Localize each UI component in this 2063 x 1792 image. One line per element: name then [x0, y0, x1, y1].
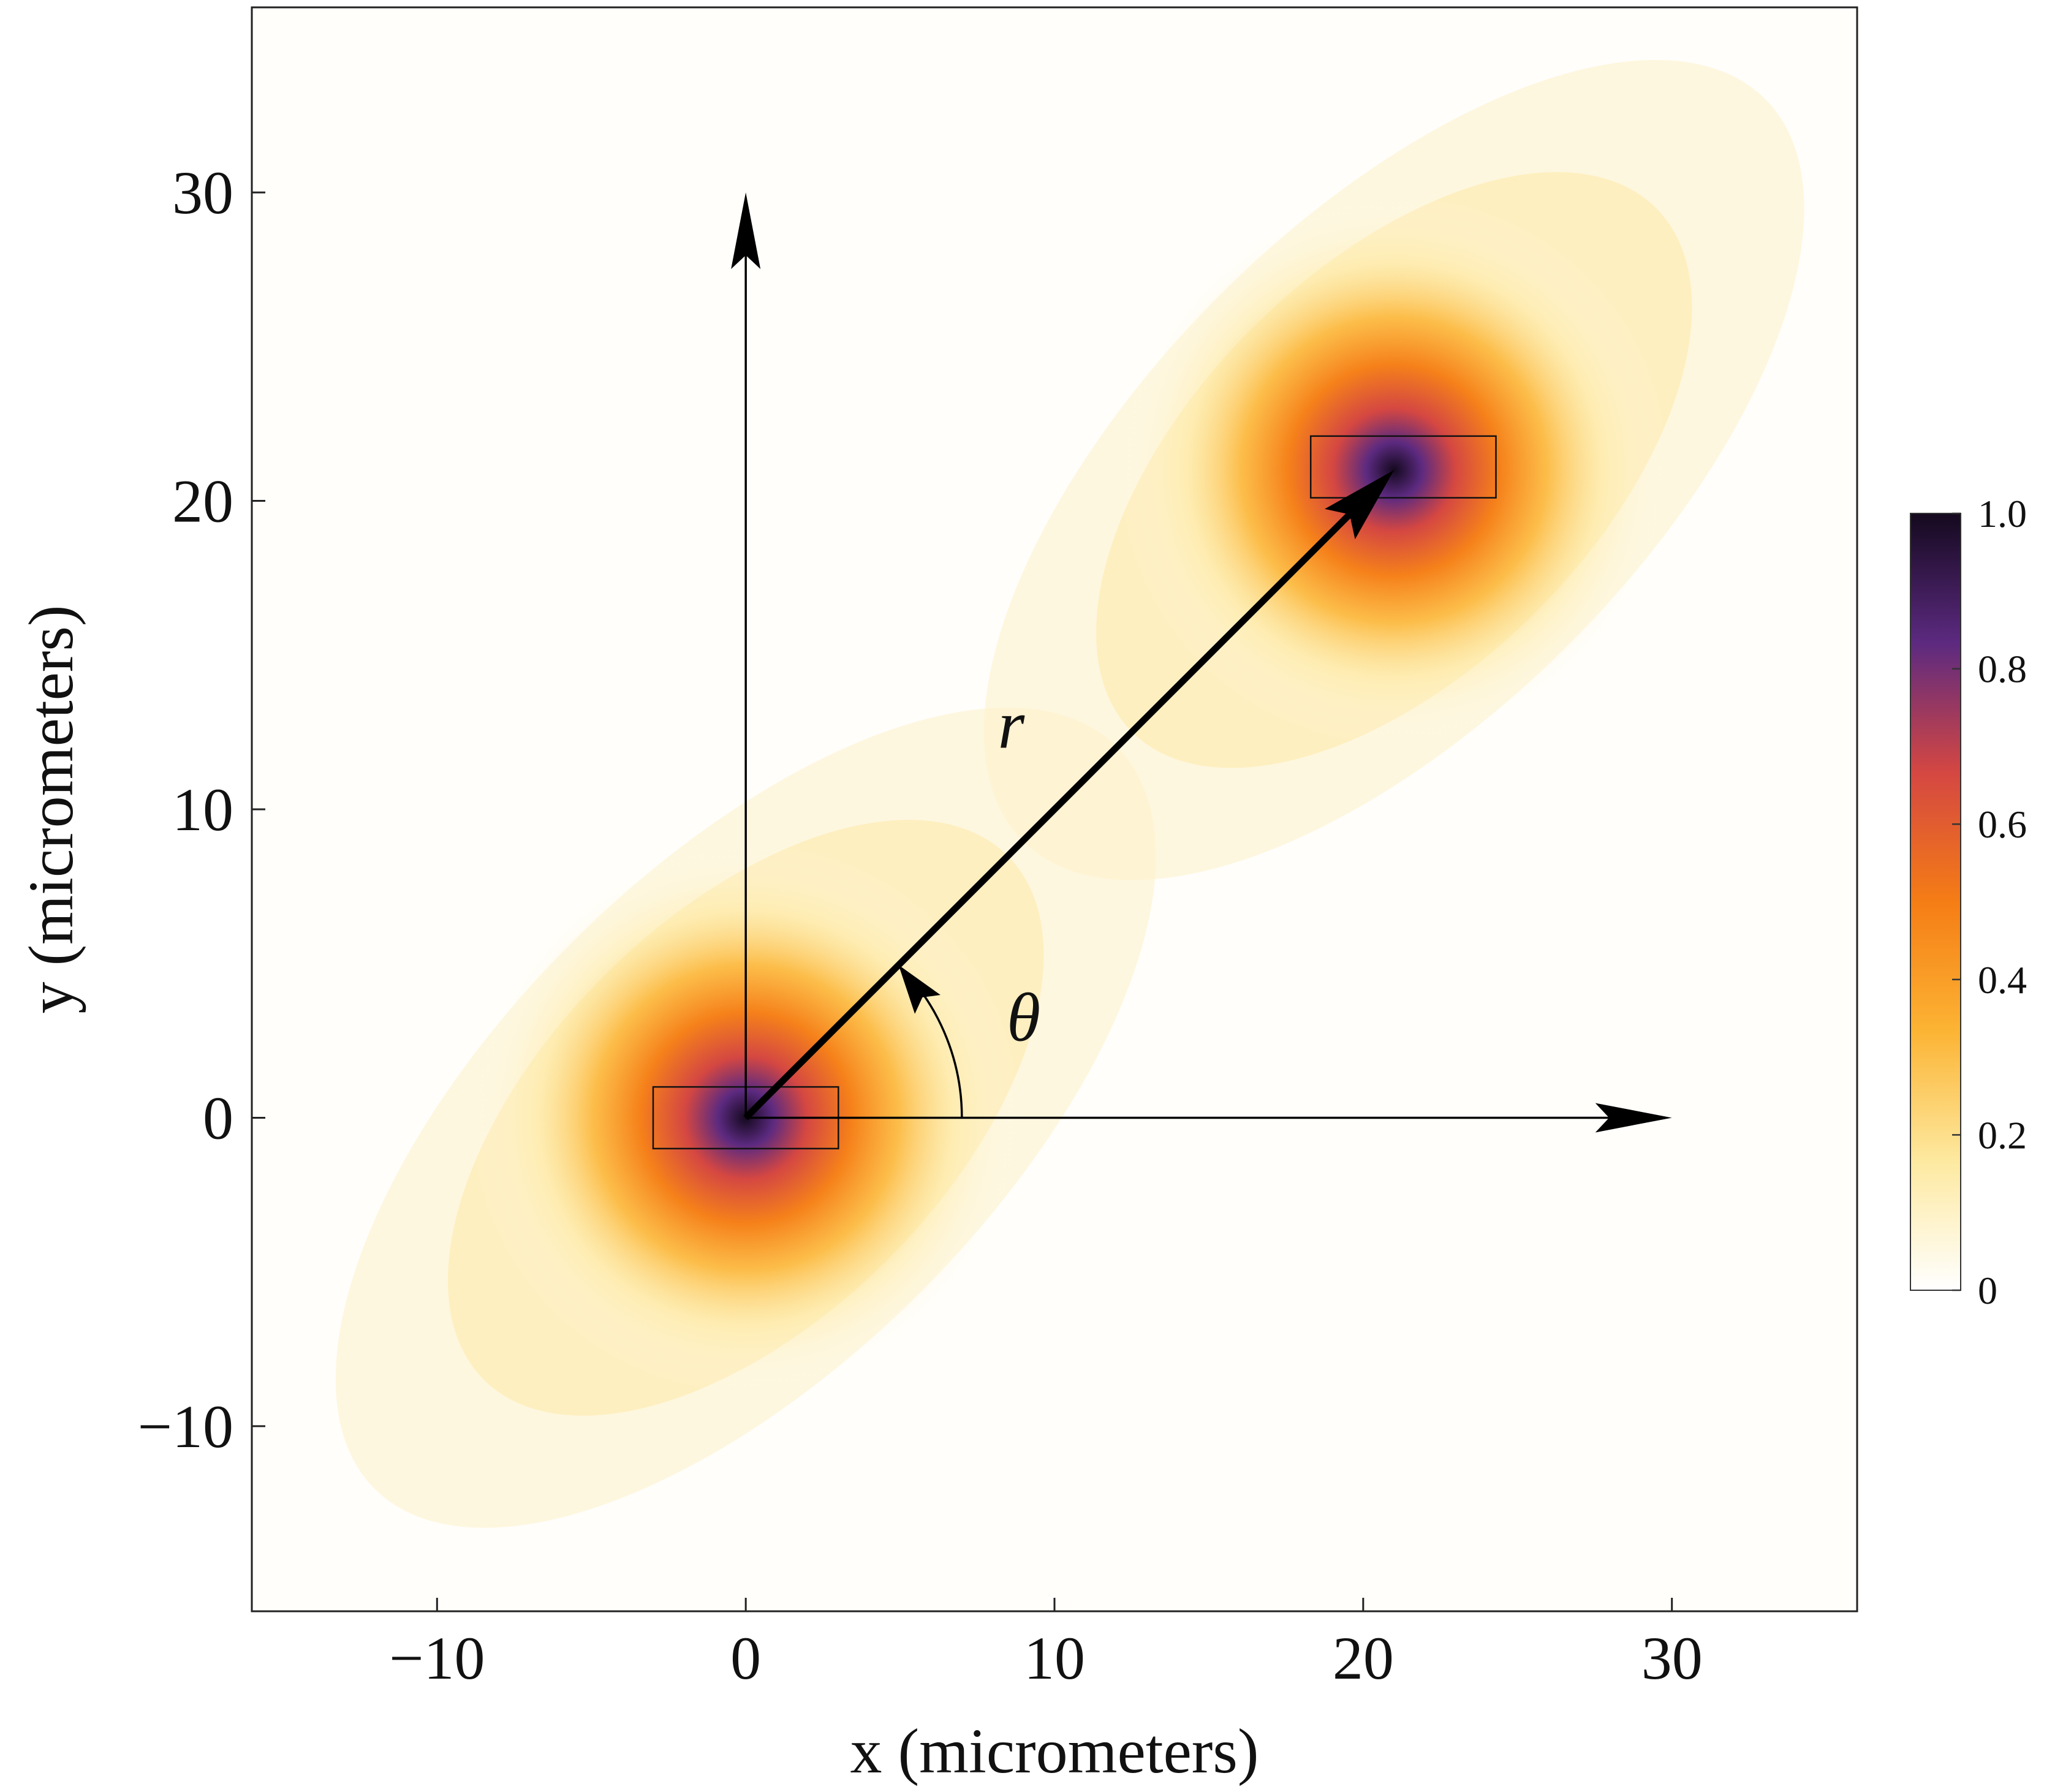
x-axis-label: x (micrometers) — [850, 1716, 1259, 1786]
x-tick-label: 20 — [1333, 1624, 1394, 1692]
x-tick-label: 30 — [1641, 1624, 1703, 1692]
x-tick-label: 10 — [1024, 1624, 1085, 1692]
colorbar-gradient — [1910, 513, 1961, 1291]
axis-ticks: −10 0 10 20 30 −10 0 10 20 30 — [138, 159, 1703, 1692]
emitter-rectangle — [1309, 435, 1497, 499]
y-tick-label: 30 — [172, 159, 233, 227]
arrowhead — [731, 192, 761, 270]
y-tick-label: 10 — [172, 776, 233, 844]
y-tick-label: −10 — [138, 1393, 233, 1461]
annotation-marks: rθ — [652, 192, 1672, 1150]
heatmap-density — [252, 7, 1857, 1611]
colorbar-tick-label: 0 — [1978, 1269, 1997, 1312]
arrowhead — [1595, 1103, 1672, 1133]
angle-arc-arrowhead — [898, 965, 941, 1014]
r-label: r — [998, 687, 1025, 763]
y-axis-label: y (micrometers) — [16, 605, 86, 1013]
y-tick-label: 0 — [203, 1084, 233, 1152]
r-vector — [743, 502, 1362, 1121]
colorbar-tick-label: 0.8 — [1978, 648, 2027, 691]
colorbar-tick-label: 1.0 — [1978, 492, 2027, 535]
r-vector-arrowhead — [1325, 470, 1395, 540]
colorbar: 0 0.2 0.4 0.6 0.8 1.0 — [1910, 492, 2027, 1312]
theta-label: θ — [1007, 980, 1040, 1056]
y-tick-label: 20 — [172, 467, 233, 535]
colorbar-tick-label: 0.4 — [1978, 958, 2027, 1002]
colorbar-tick-label: 0.2 — [1978, 1113, 2027, 1157]
x-tick-label: 0 — [730, 1624, 761, 1692]
x-tick-label: −10 — [389, 1624, 485, 1692]
colorbar-tick-label: 0.6 — [1978, 803, 2027, 846]
